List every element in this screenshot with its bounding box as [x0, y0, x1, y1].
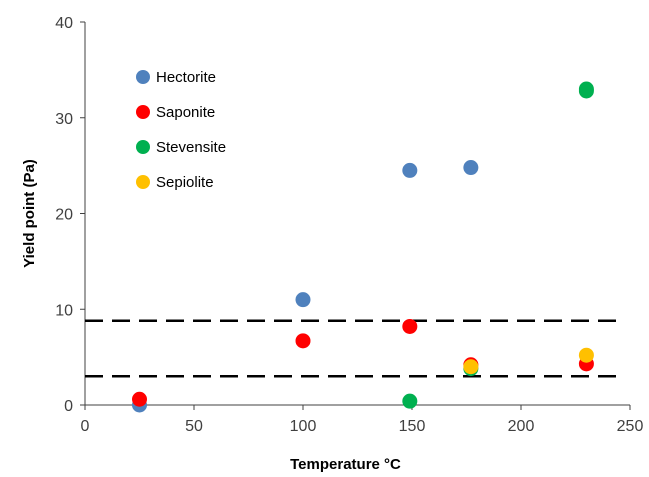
x-tick-label: 100 [290, 418, 317, 435]
point-hectorite [402, 162, 418, 178]
point-saponite [402, 318, 418, 334]
legend-marker-hectorite [136, 70, 150, 84]
y-tick-label: 10 [55, 302, 73, 319]
legend-marker-sepiolite [136, 175, 150, 189]
point-saponite [295, 333, 311, 349]
point-hectorite [295, 292, 311, 308]
y-tick-label: 40 [55, 15, 73, 32]
point-hectorite [463, 160, 479, 176]
point-stevensite [578, 81, 594, 97]
x-tick-label: 50 [185, 418, 203, 435]
point-sepiolite [463, 359, 479, 375]
point-sepiolite [578, 347, 594, 363]
x-axis-title: Temperature °C [290, 456, 401, 473]
data-points [132, 81, 594, 413]
point-saponite [132, 391, 147, 407]
x-tick-label: 250 [617, 418, 644, 435]
y-axis-title: Yield point (Pa) [21, 159, 38, 268]
point-stevensite [402, 393, 418, 409]
x-tick-label: 0 [81, 418, 90, 435]
y-tick-label: 20 [55, 207, 73, 224]
x-tick-label: 150 [399, 418, 426, 435]
y-tick-labels: 0 10 20 30 40 [55, 15, 85, 415]
legend-label-hectorite: Hectorite [156, 69, 216, 86]
legend: Hectorite Saponite Stevensite Sepiolite [136, 69, 226, 191]
legend-label-saponite: Saponite [156, 104, 215, 121]
x-tick-labels: 0 50 100 150 200 250 [81, 405, 644, 435]
reference-lines [85, 319, 620, 378]
legend-marker-saponite [136, 105, 150, 119]
x-tick-label: 200 [508, 418, 535, 435]
legend-marker-stevensite [136, 140, 150, 154]
legend-label-stevensite: Stevensite [156, 139, 226, 156]
y-tick-label: 30 [55, 111, 73, 128]
legend-label-sepiolite: Sepiolite [156, 174, 214, 191]
plot-area: 0 50 100 150 200 250 0 10 20 30 40 [55, 15, 643, 435]
y-tick-label: 0 [64, 398, 73, 415]
